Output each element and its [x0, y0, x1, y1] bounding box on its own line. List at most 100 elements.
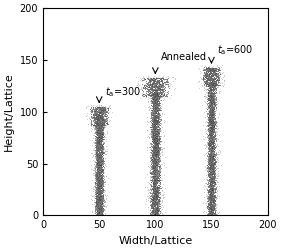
Point [101, 204, 105, 208]
Point [208, 93, 212, 97]
Point [157, 162, 161, 166]
Point [101, 141, 105, 145]
Point [209, 179, 213, 183]
Point [149, 191, 154, 195]
Point [149, 176, 153, 180]
Point [151, 154, 156, 158]
Point [152, 81, 156, 85]
Point [214, 121, 218, 125]
Point [210, 148, 214, 152]
Point [212, 194, 217, 198]
Point [153, 143, 157, 147]
Point [100, 167, 104, 171]
Point [209, 204, 214, 208]
Point [153, 162, 158, 166]
Point [96, 156, 100, 160]
Point [204, 82, 209, 86]
Point [155, 183, 160, 187]
Point [207, 174, 211, 178]
Point [100, 122, 104, 126]
Point [155, 108, 160, 112]
Point [97, 209, 101, 213]
Point [208, 165, 212, 169]
Point [211, 106, 216, 110]
Point [89, 122, 93, 126]
Point [210, 155, 215, 159]
Point [98, 206, 102, 210]
Point [207, 194, 211, 198]
Point [102, 109, 106, 113]
Point [152, 200, 157, 204]
Point [212, 103, 216, 107]
Point [104, 123, 108, 127]
Point [96, 197, 100, 201]
Point [154, 212, 158, 216]
Point [209, 202, 213, 206]
Point [99, 171, 104, 175]
Point [209, 185, 213, 189]
Point [153, 181, 158, 185]
Point [157, 123, 161, 127]
Point [150, 78, 154, 82]
Point [101, 132, 105, 136]
Point [99, 143, 103, 147]
Point [208, 106, 212, 110]
Point [101, 195, 106, 199]
Point [205, 80, 210, 84]
Point [208, 158, 212, 162]
Point [208, 170, 212, 174]
Point [101, 192, 105, 196]
Point [93, 148, 98, 152]
Point [99, 130, 103, 134]
Point [98, 146, 103, 150]
Point [212, 211, 217, 215]
Point [96, 208, 100, 212]
Point [208, 111, 212, 115]
Point [98, 152, 102, 156]
Point [152, 145, 156, 149]
Point [150, 209, 155, 213]
Point [212, 111, 217, 115]
Point [98, 173, 102, 177]
Point [145, 87, 149, 91]
Point [96, 202, 100, 206]
Point [97, 119, 101, 123]
Point [208, 197, 212, 201]
Point [155, 213, 159, 217]
Point [155, 99, 160, 103]
Point [209, 103, 214, 107]
Point [207, 68, 211, 72]
Point [93, 120, 98, 124]
Point [207, 118, 212, 122]
Point [97, 174, 102, 178]
Point [96, 116, 100, 119]
Point [95, 118, 100, 122]
Point [151, 159, 155, 163]
Point [212, 116, 216, 120]
Point [151, 77, 155, 81]
Point [210, 98, 214, 102]
Point [150, 96, 155, 100]
Point [210, 84, 214, 88]
Point [211, 68, 215, 72]
Point [100, 142, 104, 146]
Point [204, 66, 209, 70]
Point [100, 170, 105, 173]
Point [209, 80, 214, 84]
Point [216, 78, 221, 82]
Point [151, 182, 156, 186]
Point [206, 195, 211, 199]
Point [95, 173, 99, 177]
Point [99, 108, 103, 112]
Point [207, 89, 212, 93]
Point [151, 152, 155, 156]
Point [155, 156, 159, 160]
Point [210, 204, 214, 208]
Point [205, 107, 209, 111]
Point [156, 163, 160, 167]
Point [202, 68, 207, 72]
Point [155, 171, 159, 175]
Point [96, 177, 100, 181]
Point [154, 200, 158, 204]
Point [158, 139, 162, 143]
